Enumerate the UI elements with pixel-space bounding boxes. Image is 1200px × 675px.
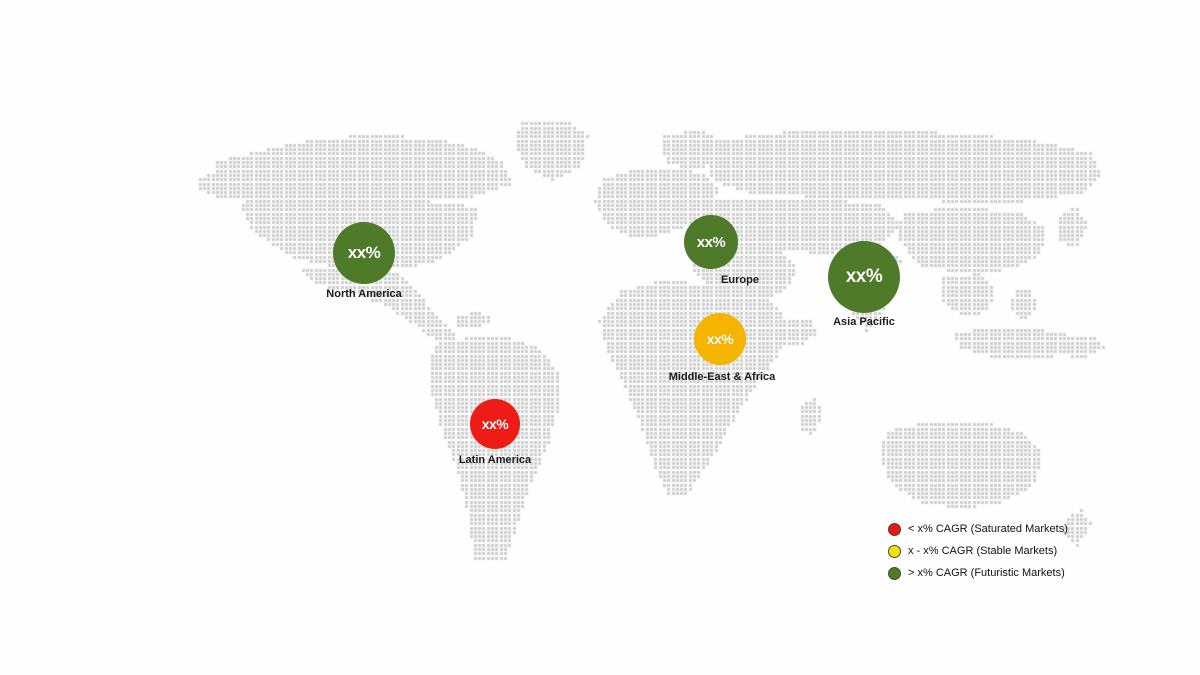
region-label-latin-america: Latin America (458, 454, 532, 466)
region-bubble-north-america[interactable]: xx% (333, 222, 395, 284)
legend-item-futuristic[interactable]: > x% CAGR (Futuristic Markets) (888, 562, 1088, 584)
region-bubble-asia-pacific[interactable]: xx% (828, 241, 900, 313)
legend-label: < x% CAGR (Saturated Markets) (908, 523, 1068, 535)
region-value: xx% (481, 416, 509, 432)
legend-dot-futuristic (888, 566, 901, 580)
legend-label: > x% CAGR (Futuristic Markets) (908, 567, 1065, 579)
region-value: xx% (845, 266, 883, 287)
region-bubble-latin-america[interactable]: xx% (470, 399, 520, 449)
region-label-middle-east-africa: Middle-East & Africa (668, 371, 776, 383)
legend-dot-saturated (888, 522, 901, 536)
legend-item-saturated[interactable]: < x% CAGR (Saturated Markets) (888, 518, 1088, 540)
region-label-europe: Europe (721, 274, 759, 286)
legend-label: x - x% CAGR (Stable Markets) (908, 545, 1058, 557)
region-value: xx% (696, 233, 726, 251)
legend: < x% CAGR (Saturated Markets) x - x% CAGR… (888, 518, 1088, 584)
legend-dot-stable (888, 544, 901, 558)
region-value: xx% (347, 243, 381, 262)
region-bubble-europe[interactable]: xx% (684, 215, 738, 269)
region-bubble-middle-east-africa[interactable]: xx% (694, 313, 746, 365)
region-label-north-america: North America (326, 288, 402, 300)
legend-item-stable[interactable]: x - x% CAGR (Stable Markets) (888, 540, 1088, 562)
region-value: xx% (706, 331, 734, 347)
region-label-asia-pacific: Asia Pacific (833, 316, 895, 328)
